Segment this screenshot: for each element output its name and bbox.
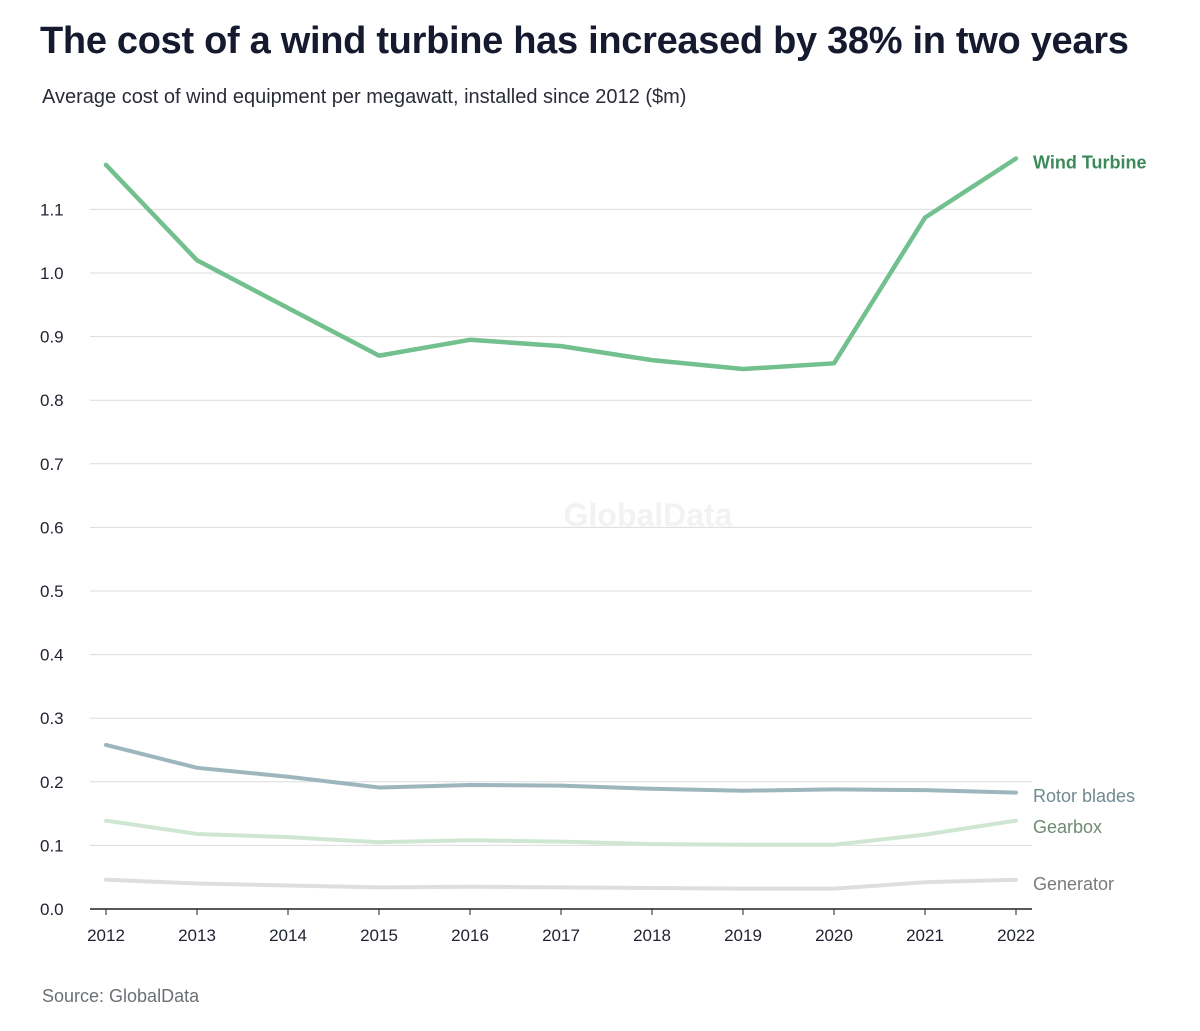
series-line-generator	[104, 877, 1018, 891]
chart-subtitle: Average cost of wind equipment per megaw…	[42, 86, 687, 108]
x-tick-label: 2015	[360, 926, 398, 945]
y-tick-label: 0.7	[40, 455, 64, 474]
series-label-gearbox: Gearbox	[1033, 817, 1102, 837]
x-tick-label: 2018	[633, 926, 671, 945]
y-tick-label: 1.1	[40, 200, 64, 219]
y-tick-label: 1.0	[40, 264, 64, 283]
series-label-generator: Generator	[1033, 874, 1114, 894]
series-label-wind-turbine: Wind Turbine	[1033, 153, 1146, 173]
y-tick-label: 0.5	[40, 582, 64, 601]
y-tick-label: 0.4	[40, 646, 64, 665]
x-tick-label: 2014	[269, 926, 307, 945]
y-tick-label: 0.2	[40, 773, 64, 792]
x-tick-label: 2019	[724, 926, 762, 945]
x-tick-label: 2020	[815, 926, 853, 945]
y-tick-label: 0.6	[40, 518, 64, 537]
x-tick-label: 2012	[87, 926, 125, 945]
y-tick-label: 0.0	[40, 900, 64, 919]
y-tick-label: 0.1	[40, 836, 64, 855]
x-tick-label: 2021	[906, 926, 944, 945]
x-tick-label: 2017	[542, 926, 580, 945]
series-line-rotor-blades	[104, 742, 1018, 795]
x-tick-label: 2022	[997, 926, 1035, 945]
y-tick-label: 0.8	[40, 391, 64, 410]
chart-title: The cost of a wind turbine has increased…	[40, 20, 1129, 62]
y-tick-label: 0.3	[40, 709, 64, 728]
series-line-gearbox	[104, 818, 1018, 847]
x-tick-label: 2013	[178, 926, 216, 945]
x-tick-label: 2016	[451, 926, 489, 945]
source-note: Source: GlobalData	[42, 986, 200, 1006]
series-line-wind-turbine	[103, 156, 1019, 372]
series-label-rotor-blades: Rotor blades	[1033, 786, 1135, 806]
y-tick-label: 0.9	[40, 328, 64, 347]
